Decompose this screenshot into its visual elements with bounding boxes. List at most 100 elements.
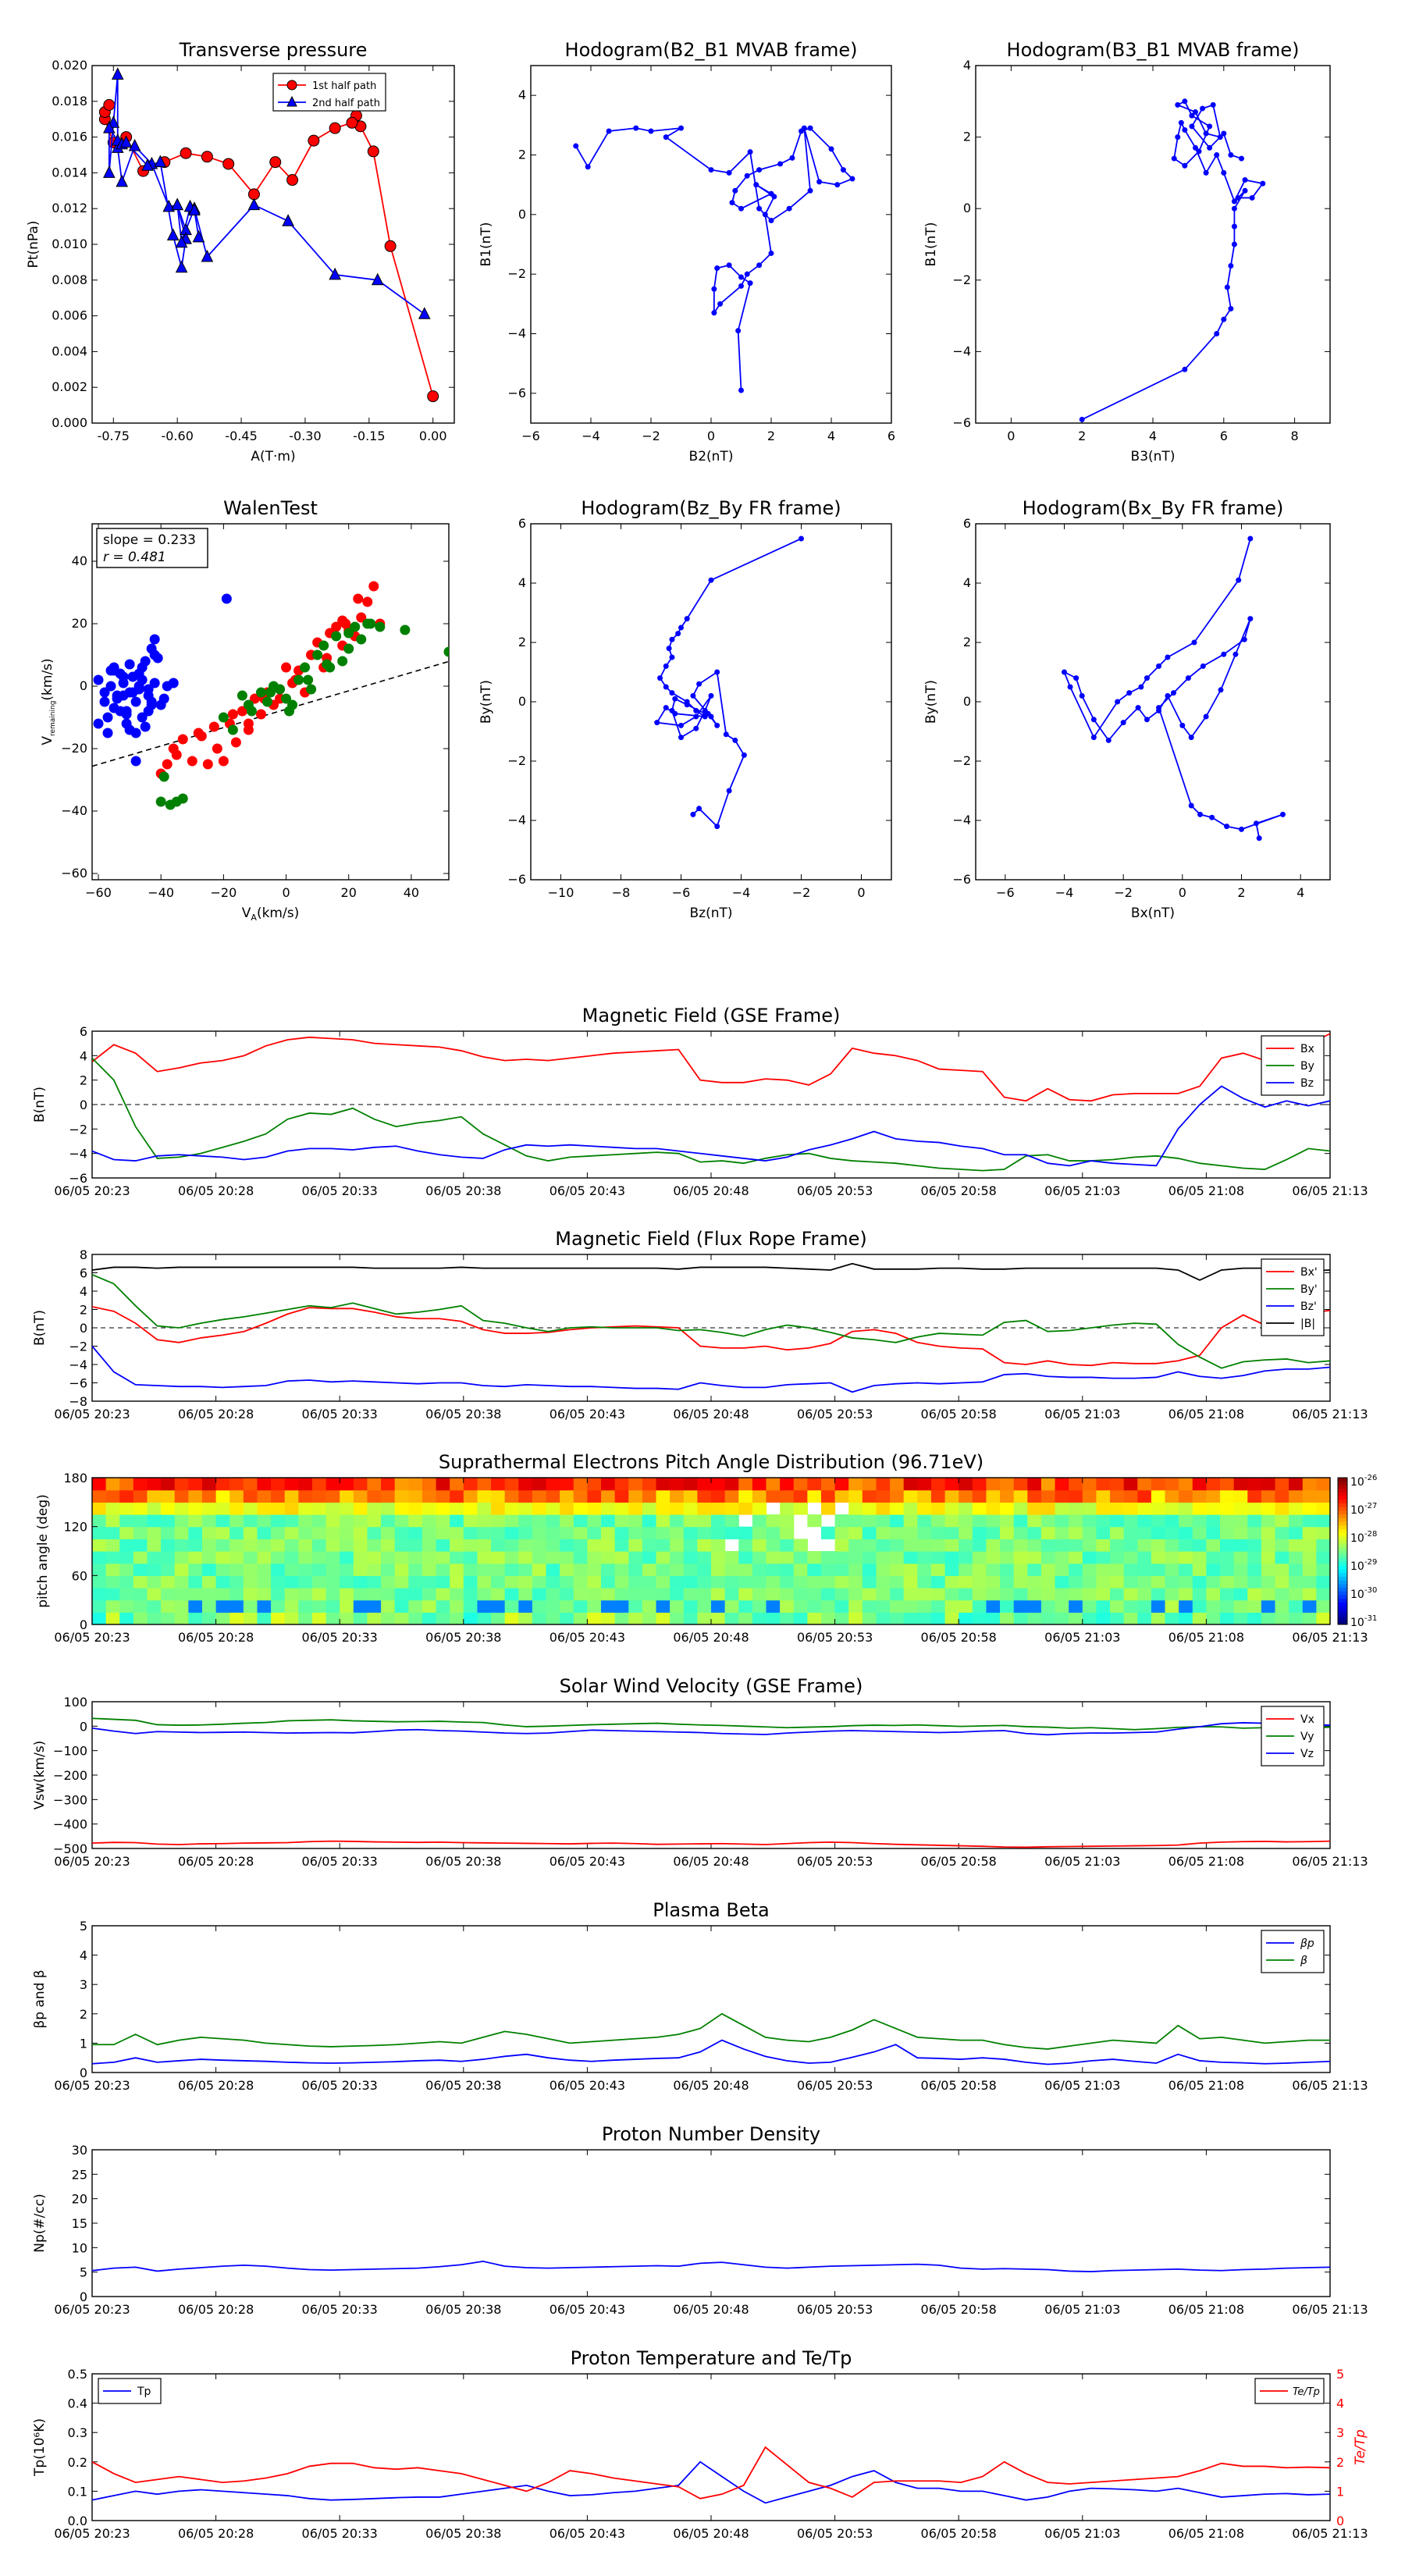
pad-time-label: 06/05 21:08	[1168, 1630, 1244, 1645]
pad-cell	[587, 1551, 602, 1564]
pad-colorbar-segment	[1338, 1588, 1347, 1592]
pad-cell	[271, 1514, 286, 1528]
tp_temp-ytick-right-label: 4	[1336, 2396, 1344, 2411]
walen-r-label: r = 0.481	[103, 550, 166, 565]
h4-marker-dot	[1156, 663, 1162, 669]
tp_temp-time-label: 06/05 21:13	[1292, 2526, 1368, 2541]
walen-point-blue	[102, 728, 113, 738]
h1-marker-dot	[585, 164, 591, 170]
pad-cell	[105, 1478, 120, 1491]
beta-ytick-label: 1	[80, 2036, 87, 2051]
pad-cell	[1110, 1526, 1125, 1539]
pad-cell	[820, 1478, 836, 1491]
pad-colorbar-segment	[1338, 1543, 1347, 1548]
pad-cell	[944, 1599, 959, 1613]
walen-xtick-label: −40	[148, 885, 174, 900]
np-series-blue	[92, 2260, 1330, 2272]
np-ytick-label: 15	[72, 2216, 87, 2231]
pad-colorbar-segment	[1338, 1591, 1347, 1596]
tp-marker-triangle	[154, 155, 167, 168]
pad-cell	[820, 1502, 836, 1515]
pad-cell	[972, 1514, 987, 1528]
pad-cell	[930, 1526, 946, 1539]
pad-cell	[876, 1551, 891, 1564]
h1-plot-area	[573, 125, 855, 393]
beta-time-label: 06/05 20:38	[425, 2078, 501, 2093]
pad-cell	[92, 1539, 107, 1552]
pad-cell	[271, 1489, 286, 1503]
tp-legend-label: 1st half path	[312, 80, 376, 92]
h2-panel: Hodogram(B3_B1 MVAB frame)0 2 4 6 8−6−4−2024…	[923, 39, 1331, 464]
pad-cell	[1233, 1563, 1248, 1576]
pad-cell	[587, 1588, 602, 1601]
pad-cell	[766, 1551, 781, 1564]
vsw-ytick-label: −200	[53, 1768, 87, 1783]
walen-point-red	[218, 756, 229, 767]
pad-cell	[188, 1599, 203, 1613]
pad-cell	[1000, 1588, 1015, 1601]
pad-time-label: 06/05 20:33	[302, 1630, 378, 1645]
tp-ytick-label: 0.014	[52, 165, 87, 180]
mf_fr-panel: Magnetic Field (Flux Rope Frame)06/05 20…	[32, 1228, 1368, 1421]
pad-cell	[353, 1599, 368, 1613]
pad-cell	[394, 1539, 409, 1552]
walen-ytick-label: −20	[61, 741, 87, 756]
pad-cell	[1261, 1478, 1276, 1491]
pad-colorbar-label: 10	[1350, 1560, 1364, 1573]
vsw-time-label: 06/05 20:23	[54, 1854, 130, 1869]
np-time-label: 06/05 20:58	[921, 2302, 997, 2317]
pad-cell	[1165, 1612, 1179, 1625]
h1-marker-dot	[789, 155, 795, 161]
pad-cell	[367, 1612, 382, 1625]
pad-cell	[738, 1539, 753, 1552]
pad-cell	[201, 1563, 217, 1576]
pad-cell	[1179, 1502, 1193, 1515]
pad-cell	[394, 1489, 409, 1503]
pad-cell	[257, 1514, 272, 1528]
tp-marker-circle	[329, 122, 341, 134]
pad-cell	[353, 1526, 368, 1539]
pad-cell	[1206, 1599, 1221, 1613]
walen-point-green	[350, 621, 361, 632]
pad-cell	[780, 1514, 795, 1528]
pad-cell	[133, 1551, 148, 1564]
pad-cell	[862, 1563, 877, 1576]
mf_gse-time-label: 06/05 21:08	[1168, 1183, 1244, 1198]
pad-colorbar-exp: -26	[1364, 1474, 1377, 1482]
pad-cell	[711, 1588, 726, 1601]
np-time-label: 06/05 21:13	[1292, 2302, 1368, 2317]
pad-cell	[656, 1478, 670, 1491]
pad-cell	[477, 1599, 492, 1613]
pad-cell	[670, 1599, 685, 1613]
pad-cell	[532, 1563, 547, 1576]
np-ytick-label: 0	[80, 2290, 87, 2304]
pad-cell	[1027, 1612, 1042, 1625]
beta-plot-area	[92, 2012, 1330, 2065]
h2-marker-dot	[1192, 109, 1198, 116]
pad-cell	[325, 1612, 340, 1625]
pad-cell	[1179, 1588, 1193, 1601]
tp-title: Transverse pressure	[179, 39, 368, 61]
mf_gse-time-label: 06/05 21:13	[1292, 1183, 1368, 1198]
pad-cell	[201, 1599, 217, 1613]
pad-cell	[738, 1575, 753, 1589]
pad-cell	[1082, 1514, 1097, 1528]
pad-cell	[1110, 1502, 1125, 1515]
pad-cell	[1151, 1539, 1166, 1552]
pad-cell	[1055, 1612, 1069, 1625]
pad-cell	[1192, 1489, 1207, 1503]
mf_gse-ytick-label: −6	[69, 1171, 87, 1186]
pad-cell	[930, 1514, 946, 1528]
pad-cell	[201, 1575, 217, 1589]
pad-colorbar-exp: -30	[1364, 1586, 1377, 1595]
pad-cell	[284, 1588, 299, 1601]
pad-cell	[972, 1526, 987, 1539]
mf_fr-ytick-label: 8	[80, 1247, 87, 1262]
pad-cell	[890, 1526, 905, 1539]
walen-point-green	[343, 628, 354, 639]
walen-point-blue	[93, 718, 104, 729]
tp-xtick-label: -0.45	[225, 429, 257, 443]
h3-marker-dot	[654, 720, 660, 726]
h2-marker-dot	[1228, 152, 1234, 158]
walen-point-red	[208, 721, 219, 732]
